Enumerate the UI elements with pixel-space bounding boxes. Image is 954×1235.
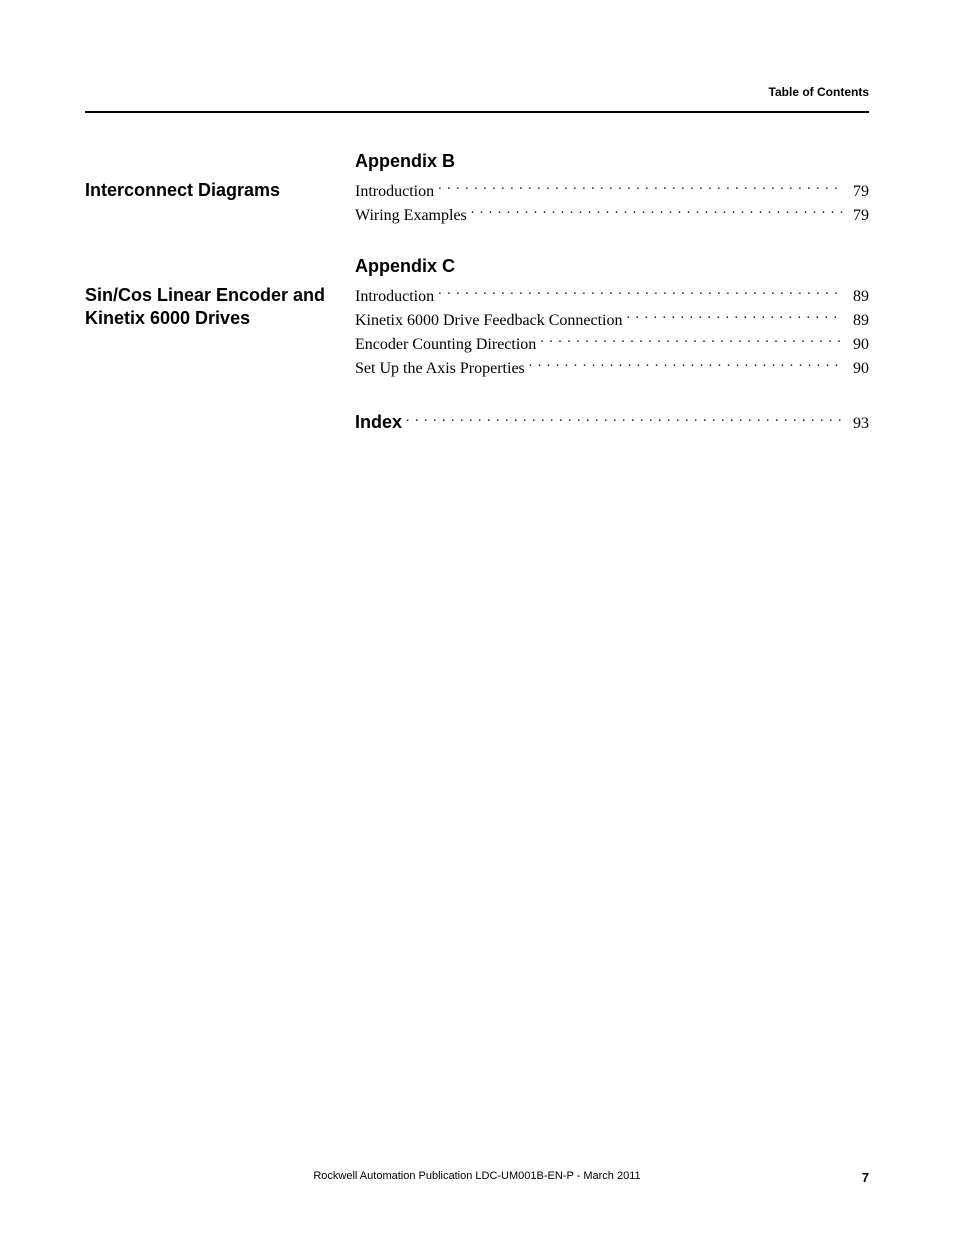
toc-entry-page: 93 bbox=[847, 412, 869, 436]
footer-page-number: 7 bbox=[862, 1170, 869, 1185]
section-appendix-b: Interconnect Diagrams Appendix B Introdu… bbox=[85, 151, 869, 228]
toc-entry-label: Kinetix 6000 Drive Feedback Connection bbox=[355, 309, 623, 333]
header-rule bbox=[85, 111, 869, 113]
section-entries-col: Appendix B Introduction 79 Wiring Exampl… bbox=[355, 151, 869, 228]
toc-dots bbox=[438, 180, 843, 196]
toc-content: Interconnect Diagrams Appendix B Introdu… bbox=[85, 151, 869, 436]
toc-entry[interactable]: Kinetix 6000 Drive Feedback Connection 8… bbox=[355, 309, 869, 333]
section-entries-col: Index 93 bbox=[355, 409, 869, 436]
toc-entry-index[interactable]: Index 93 bbox=[355, 409, 869, 436]
toc-entry[interactable]: Set Up the Axis Properties 90 bbox=[355, 357, 869, 381]
toc-entry-label: Introduction bbox=[355, 180, 434, 204]
toc-dots bbox=[406, 412, 843, 428]
appendix-heading: Appendix C bbox=[355, 256, 869, 277]
header-label: Table of Contents bbox=[85, 85, 869, 99]
toc-entry-page: 89 bbox=[847, 309, 869, 333]
toc-entry[interactable]: Wiring Examples 79 bbox=[355, 204, 869, 228]
toc-entry-page: 79 bbox=[847, 204, 869, 228]
section-title: Interconnect Diagrams bbox=[85, 179, 355, 202]
toc-dots bbox=[438, 285, 843, 301]
toc-entry-page: 90 bbox=[847, 357, 869, 381]
toc-entry-label: Wiring Examples bbox=[355, 204, 467, 228]
toc-entry-label: Encoder Counting Direction bbox=[355, 333, 536, 357]
toc-entry[interactable]: Introduction 79 bbox=[355, 180, 869, 204]
toc-entry-page: 89 bbox=[847, 285, 869, 309]
toc-entry-label: Set Up the Axis Properties bbox=[355, 357, 525, 381]
toc-entry[interactable]: Introduction 89 bbox=[355, 285, 869, 309]
page-container: Table of Contents Interconnect Diagrams … bbox=[0, 0, 954, 436]
page-footer: Rockwell Automation Publication LDC-UM00… bbox=[85, 1170, 869, 1185]
toc-dots bbox=[540, 333, 843, 349]
toc-entry-label: Introduction bbox=[355, 285, 434, 309]
index-label: Index bbox=[355, 409, 402, 436]
toc-entry-page: 79 bbox=[847, 180, 869, 204]
appendix-heading: Appendix B bbox=[355, 151, 869, 172]
toc-dots bbox=[471, 204, 843, 220]
toc-entry-page: 90 bbox=[847, 333, 869, 357]
toc-dots bbox=[627, 309, 844, 325]
toc-entry[interactable]: Encoder Counting Direction 90 bbox=[355, 333, 869, 357]
section-entries-col: Appendix C Introduction 89 Kinetix 6000 … bbox=[355, 256, 869, 381]
section-title: Sin/Cos Linear Encoder and Kinetix 6000 … bbox=[85, 284, 355, 331]
footer-publication: Rockwell Automation Publication LDC-UM00… bbox=[313, 1170, 640, 1182]
section-appendix-c: Sin/Cos Linear Encoder and Kinetix 6000 … bbox=[85, 256, 869, 381]
section-index: Index 93 bbox=[85, 409, 869, 436]
section-title-col: Sin/Cos Linear Encoder and Kinetix 6000 … bbox=[85, 256, 355, 331]
section-title-col: Interconnect Diagrams bbox=[85, 151, 355, 202]
toc-dots bbox=[529, 357, 843, 373]
